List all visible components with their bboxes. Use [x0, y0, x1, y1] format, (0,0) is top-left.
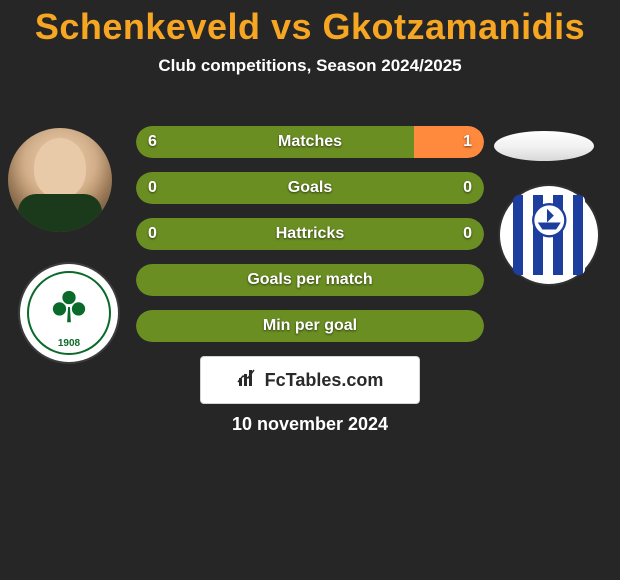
- infographic-root: Schenkeveld vs Gkotzamanidis Club compet…: [0, 6, 620, 580]
- stat-full-segment: [136, 218, 484, 250]
- player-avatar-left: [8, 128, 112, 232]
- stat-right-segment: [414, 126, 484, 158]
- stats-area: Matches61 Goals00 Hattricks00 Goals per mat…: [136, 126, 484, 356]
- club-crest-right-inner: [513, 195, 586, 275]
- stat-row: Matches61: [136, 126, 484, 158]
- title: Schenkeveld vs Gkotzamanidis: [0, 6, 620, 48]
- stat-row: Goals00: [136, 172, 484, 204]
- subtitle: Club competitions, Season 2024/2025: [0, 56, 620, 76]
- bar-chart-icon: [237, 368, 259, 393]
- brand-main: Tables: [286, 370, 342, 390]
- club-crest-left-inner: 1908: [27, 271, 111, 355]
- stat-full-segment: [136, 172, 484, 204]
- oval-right: [494, 131, 594, 161]
- stat-full-segment: [136, 310, 484, 342]
- club-crest-left-year: 1908: [29, 338, 109, 349]
- shamrock-icon: [50, 288, 88, 326]
- date-text: 10 november 2024: [0, 414, 620, 435]
- stat-row: Min per goal: [136, 310, 484, 342]
- stat-row: Hattricks00: [136, 218, 484, 250]
- brand-suffix: .com: [341, 370, 383, 390]
- club-crest-right: [500, 186, 598, 284]
- club-crest-left: 1908: [20, 264, 118, 362]
- stat-left-segment: [136, 126, 414, 158]
- brand-text: FcTables.com: [265, 370, 384, 391]
- brand-prefix: Fc: [265, 370, 286, 390]
- stat-full-segment: [136, 264, 484, 296]
- brand-badge: FcTables.com: [200, 356, 420, 404]
- ship-icon: [513, 195, 586, 275]
- stat-row: Goals per match: [136, 264, 484, 296]
